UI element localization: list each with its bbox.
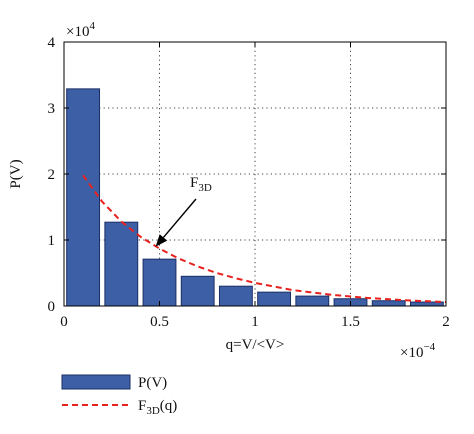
legend-label-curve-sub: 3D	[146, 405, 160, 417]
annotation-label-sub: 3D	[198, 182, 212, 194]
y-axis-multiplier-exp: 4	[89, 20, 95, 32]
fit-curve	[82, 174, 447, 304]
legend-label-curve: F3D(q)	[138, 398, 177, 417]
x-axis-multiplier-exp: −4	[423, 341, 435, 353]
x-axis-multiplier-base: ×10	[400, 345, 423, 361]
y-tick-label: 2	[48, 167, 56, 183]
bar	[180, 275, 215, 307]
bars	[66, 88, 444, 307]
legend-label-curve-main: F	[138, 398, 146, 414]
y-axis-multiplier-base: ×10	[66, 24, 89, 40]
legend-label-curve-tail: (q)	[160, 398, 178, 414]
annotation-label-main: F	[190, 175, 198, 191]
annotation-arrow-line	[162, 198, 197, 238]
x-tick-label: 0	[60, 314, 68, 330]
legend-label-bars-main: P(V)	[138, 375, 167, 391]
bar	[371, 300, 406, 307]
y-tick-label: 1	[48, 233, 56, 249]
x-tick-label: 2	[442, 314, 450, 330]
bar	[104, 221, 139, 307]
bar	[218, 285, 253, 307]
annotation-arrowhead	[155, 234, 168, 247]
bar	[66, 88, 101, 307]
x-tick-label: 1	[251, 314, 259, 330]
legend: P(V) F3D(q)	[61, 374, 177, 417]
y-axis-multiplier: ×104	[66, 20, 95, 40]
y-tick-label: 0	[48, 299, 56, 315]
legend-label-bars: P(V)	[138, 375, 167, 391]
bar	[295, 295, 330, 307]
x-axis-label: q=V/<V>	[226, 337, 285, 353]
axis-ticks	[63, 41, 447, 307]
bar	[142, 258, 177, 307]
x-tick-label: 0.5	[150, 314, 169, 330]
fit-curve-line	[82, 174, 447, 304]
axis-tick-labels: 0 0.5 1 1.5 2 0 1 2 3 4	[48, 35, 450, 330]
legend-swatch-bar	[61, 374, 131, 390]
y-tick-label: 4	[48, 35, 56, 51]
x-axis-multiplier: ×10−4	[400, 341, 436, 361]
y-axis-label: P(V)	[8, 159, 24, 188]
bar	[257, 291, 292, 307]
annotation-label: F3D	[190, 175, 212, 194]
y-tick-label: 3	[48, 101, 56, 117]
annotation: F3D	[155, 175, 212, 247]
x-tick-label: 1.5	[341, 314, 360, 330]
